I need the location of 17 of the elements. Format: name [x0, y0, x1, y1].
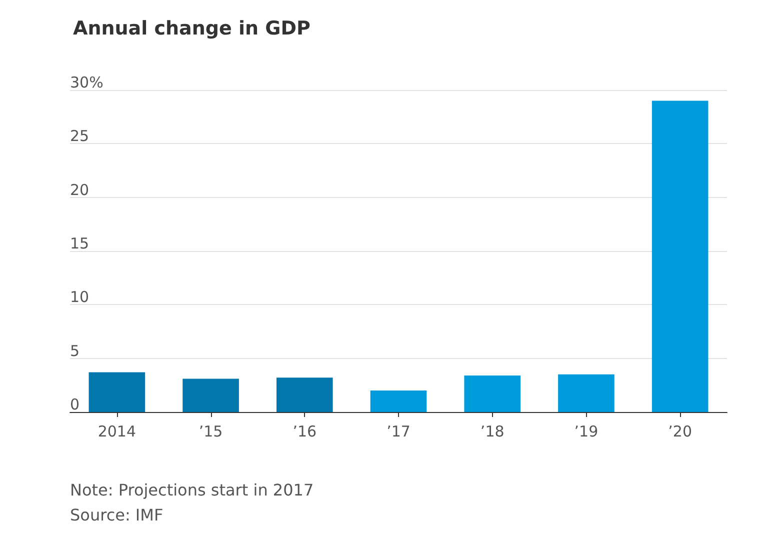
- x-tick-label: 2014: [98, 422, 136, 440]
- y-tick-label: 20: [70, 180, 90, 199]
- y-tick-label: 30%: [70, 74, 104, 92]
- y-tick-label: 25: [70, 127, 90, 146]
- chart-title: Annual change in GDP: [73, 18, 310, 40]
- y-tick-label: 0: [70, 396, 80, 414]
- x-tick-label: ’16: [292, 422, 317, 440]
- x-tick-label: ’15: [198, 422, 223, 440]
- x-tick-label: ’20: [668, 422, 692, 440]
- x-tick-label: ’19: [574, 422, 598, 440]
- x-tick-label: ’18: [480, 422, 504, 440]
- x-tick-label: ’17: [386, 422, 410, 440]
- source-note: Source: IMF: [70, 506, 164, 524]
- y-tick-label: 10: [70, 288, 90, 306]
- text: Note: Projections start in 2017: [70, 480, 314, 500]
- y-tick-label: 15: [70, 234, 90, 252]
- y-tick-label: 5: [70, 342, 80, 360]
